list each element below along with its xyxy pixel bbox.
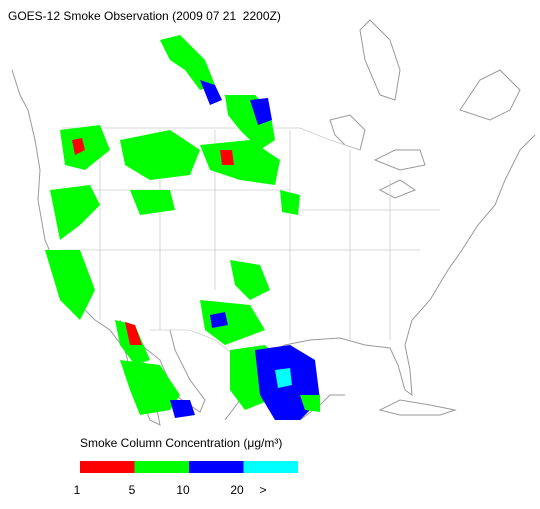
color-bin — [189, 461, 244, 473]
legend-tick-label: 10 — [176, 483, 190, 497]
smoke-pixels — [45, 35, 320, 420]
map-title: GOES-12 Smoke Observation (2009 07 21 22… — [8, 9, 281, 23]
color-bin — [80, 461, 135, 473]
color-bin — [134, 461, 189, 473]
legend-tick-label: 5 — [129, 483, 136, 497]
color-bar — [80, 461, 298, 473]
color-bin — [243, 461, 298, 473]
legend-tick-label: 20 — [230, 483, 244, 497]
legend-tick-label: 1 — [74, 483, 81, 497]
legend-title: Smoke Column Concentration (μg/m³) — [80, 436, 282, 450]
legend-overflow-label: > — [259, 483, 266, 497]
